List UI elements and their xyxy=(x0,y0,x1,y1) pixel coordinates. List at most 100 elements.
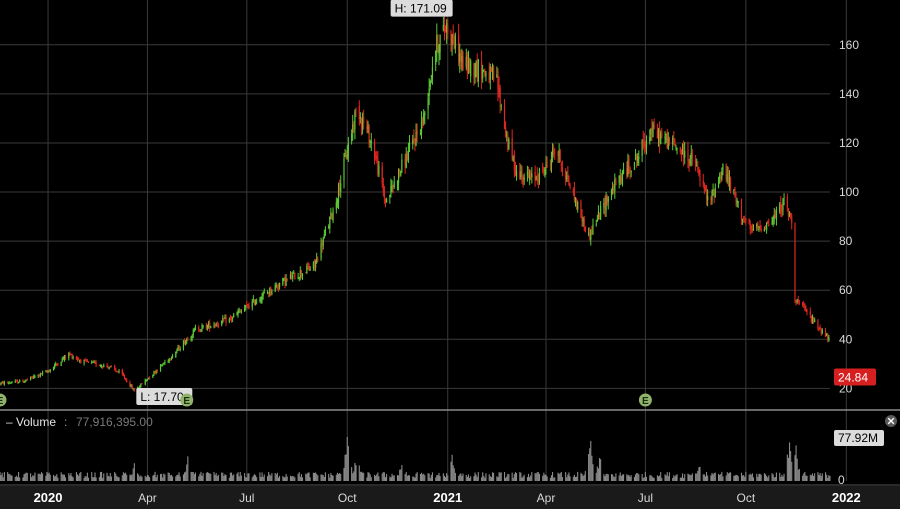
candle-body xyxy=(699,176,701,182)
candle-body xyxy=(466,53,468,73)
volume-bar xyxy=(595,472,597,481)
volume-bar xyxy=(645,476,648,481)
volume-bar xyxy=(63,474,65,481)
volume-bar xyxy=(115,473,117,481)
volume-bar xyxy=(419,473,421,481)
candle-body xyxy=(485,73,487,76)
volume-bar xyxy=(47,473,49,481)
candle-body xyxy=(444,29,447,33)
volume-bar xyxy=(684,474,686,481)
volume-bar xyxy=(167,472,169,481)
candle-body xyxy=(261,296,263,300)
volume-bar xyxy=(259,472,261,481)
candle-body xyxy=(804,304,806,309)
candle-body xyxy=(603,202,605,208)
volume-bar xyxy=(436,475,438,481)
candle-body xyxy=(794,222,796,302)
volume-bar xyxy=(621,474,624,481)
volume-bar xyxy=(406,475,408,481)
earnings-marker-icon[interactable] xyxy=(638,393,652,407)
volume-close-button[interactable] xyxy=(885,415,897,427)
candle-body xyxy=(216,324,218,326)
candle-body xyxy=(7,382,9,384)
volume-bar xyxy=(537,472,539,481)
candle-body xyxy=(391,187,393,189)
candle-body xyxy=(722,163,724,170)
candle-body xyxy=(644,143,646,148)
close-icon-glyph xyxy=(887,417,895,425)
volume-bar xyxy=(161,473,163,481)
candle-body xyxy=(737,201,739,203)
volume-bar xyxy=(650,474,652,481)
volume-bar xyxy=(826,474,828,481)
volume-bar xyxy=(707,475,709,481)
candle-body xyxy=(707,196,709,201)
candle-body xyxy=(285,278,287,286)
volume-bar xyxy=(224,474,226,481)
volume-bar xyxy=(768,475,770,481)
candle-body xyxy=(215,323,217,326)
candle-body xyxy=(795,301,797,303)
volume-bar xyxy=(129,474,131,481)
candle-body xyxy=(664,136,666,140)
volume-bar xyxy=(246,477,248,481)
volume-bar xyxy=(643,477,645,481)
candle-body xyxy=(225,316,227,324)
candle-body xyxy=(595,223,597,225)
volume-bar xyxy=(569,476,571,481)
volume-bar xyxy=(39,474,41,481)
volume-bar xyxy=(221,472,223,481)
volume-bar xyxy=(76,474,79,481)
volume-bar xyxy=(596,466,598,481)
candle-body xyxy=(19,380,21,383)
candle-body xyxy=(118,370,120,373)
candle-body xyxy=(100,365,103,367)
low-label: L: 17.70 xyxy=(140,390,184,404)
candle-body xyxy=(787,208,790,217)
candle-body xyxy=(2,381,4,385)
volume-bar xyxy=(138,474,140,481)
candle-body xyxy=(205,324,207,329)
volume-bar xyxy=(687,473,689,481)
candle-body xyxy=(268,292,270,294)
candle-body xyxy=(80,359,82,363)
earnings-markers[interactable]: EEE xyxy=(0,393,652,408)
volume-bar xyxy=(405,472,407,481)
candle-body xyxy=(633,162,636,171)
volume-bar xyxy=(710,475,712,481)
volume-bar xyxy=(393,475,395,481)
candle-body xyxy=(592,224,594,235)
volume-bar xyxy=(698,467,700,481)
price-candles[interactable] xyxy=(0,15,830,392)
earnings-marker-icon[interactable] xyxy=(0,393,7,407)
volume-bar xyxy=(797,469,799,481)
volume-bar xyxy=(473,476,475,481)
volume-bar xyxy=(804,471,806,481)
volume-bar xyxy=(190,471,192,481)
candle-body xyxy=(820,330,822,333)
candle-body xyxy=(726,174,728,182)
volume-bar xyxy=(1,472,3,481)
candle-body xyxy=(809,311,811,316)
candle-body xyxy=(713,189,715,197)
volume-bar xyxy=(182,474,185,481)
volume-bar xyxy=(735,474,737,481)
candle-body xyxy=(331,214,333,219)
candle-body xyxy=(343,158,345,181)
candle-body xyxy=(756,224,758,228)
x-tick-label: Apr xyxy=(138,491,157,505)
volume-bar xyxy=(11,475,13,481)
volume-bar xyxy=(141,476,143,481)
volume-bar xyxy=(673,475,675,481)
volume-bar xyxy=(99,472,102,481)
volume-bar xyxy=(337,473,340,481)
earnings-marker-icon[interactable] xyxy=(180,393,194,407)
volume-bar xyxy=(383,472,385,481)
candle-body xyxy=(538,168,541,183)
candle-body xyxy=(144,379,146,385)
candle-body xyxy=(377,158,379,174)
volume-bar xyxy=(153,474,155,481)
volume-bar xyxy=(730,472,732,481)
candle-body xyxy=(15,380,17,382)
